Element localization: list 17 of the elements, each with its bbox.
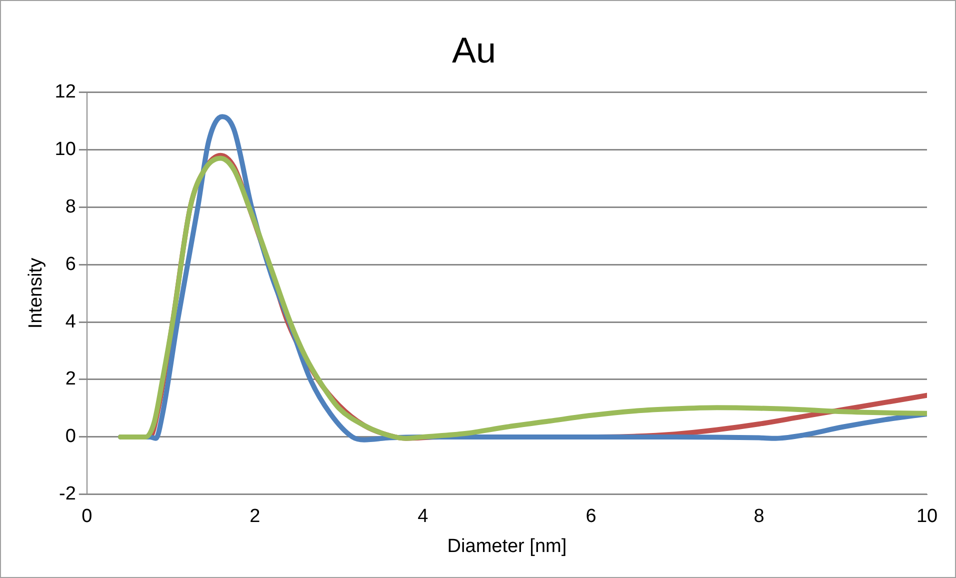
y-tick-label: 10 — [54, 138, 76, 160]
y-tick-label: 4 — [65, 311, 76, 332]
y-tick-label: 0 — [65, 426, 76, 448]
x-tick-label: 0 — [82, 506, 92, 528]
x-axis-title: Diameter [nm] — [447, 536, 567, 557]
y-tick-label: -2 — [59, 484, 76, 505]
chart-title: Au — [452, 30, 496, 71]
y-tick-label: 12 — [54, 81, 76, 102]
y-tick-label: 2 — [65, 368, 76, 390]
x-tick-label: 6 — [586, 506, 596, 528]
y-tick-label: 8 — [65, 196, 76, 218]
y-axis-title: Intensity — [26, 257, 47, 329]
x-tick-label: 2 — [250, 506, 260, 528]
x-tick-label: 10 — [916, 506, 938, 528]
x-tick-label: 8 — [754, 506, 764, 528]
y-tick-label: 6 — [65, 254, 76, 275]
x-tick-label: 4 — [418, 506, 429, 528]
